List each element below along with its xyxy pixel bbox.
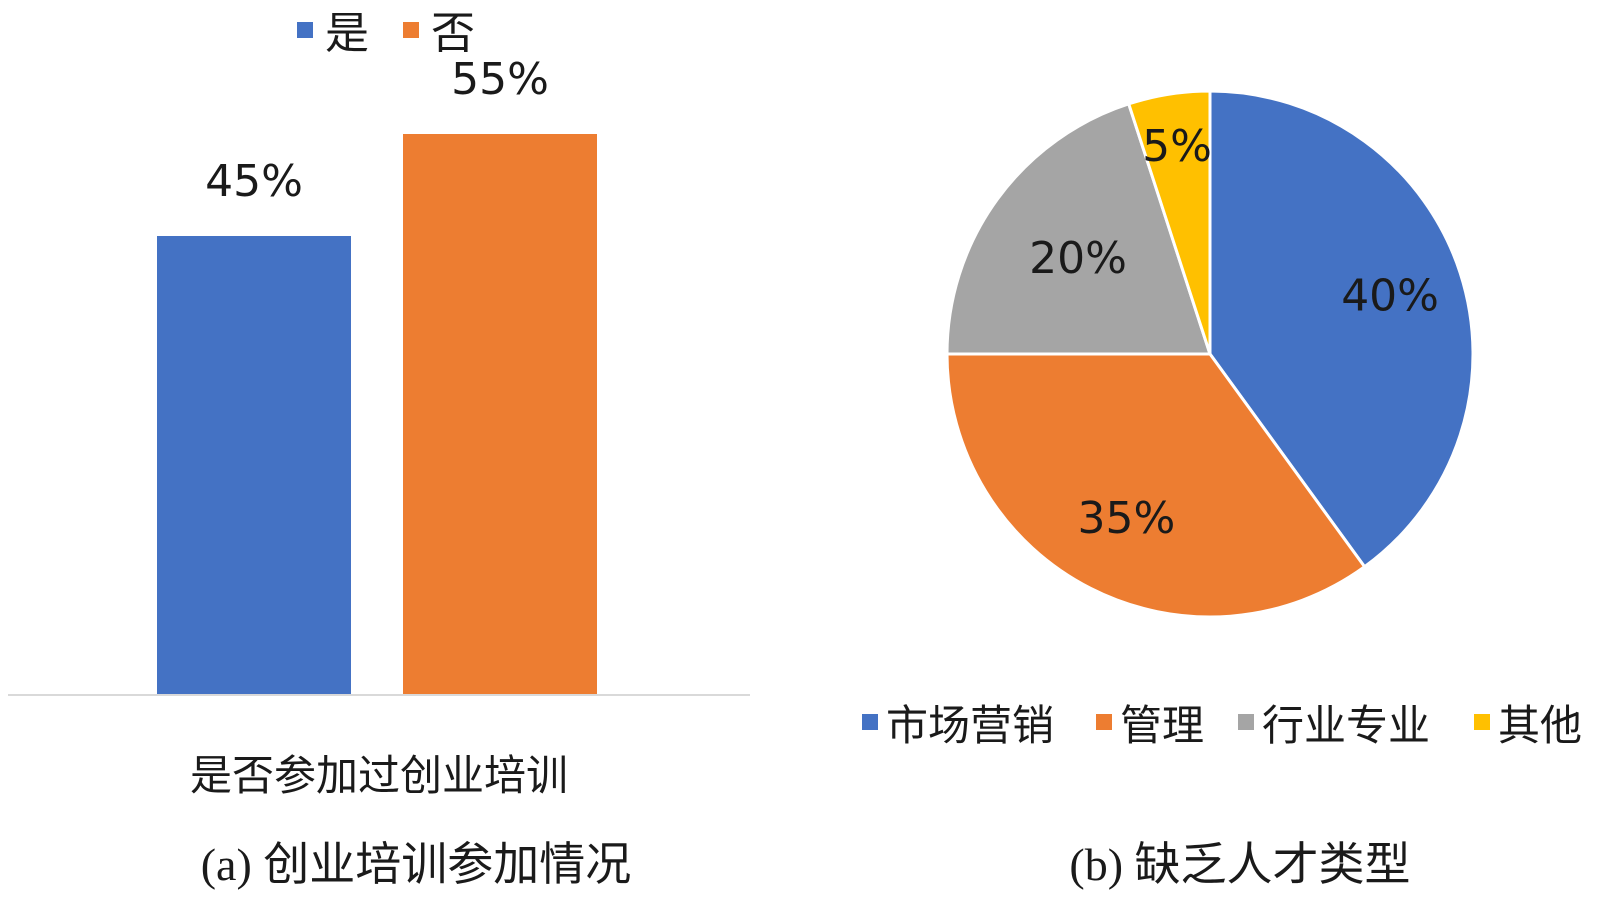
pie-slice	[945, 101, 1213, 356]
pie-chart-panel: 40% 35% 20% 5% 市场营销 管理 行业专业 其他 (b) 缺乏人才类型	[862, 89, 1582, 890]
legend-label: 行业专业	[1262, 701, 1430, 750]
legend-label: 其他	[1498, 701, 1582, 750]
pie-data-label: 5%	[1142, 121, 1212, 172]
pie-slice	[1208, 89, 1475, 569]
pie-data-label: 20%	[1029, 233, 1127, 284]
bar-chart-caption: (a) 创业培训参加情况	[201, 839, 632, 890]
bar-no	[403, 134, 597, 695]
legend-swatch	[1096, 714, 1112, 730]
bar-data-label: 45%	[205, 156, 303, 207]
pie-chart-data-labels: 40% 35% 20% 5%	[1029, 121, 1439, 544]
legend-swatch	[1474, 714, 1490, 730]
legend-swatch	[1238, 714, 1254, 730]
pie-data-label: 40%	[1341, 270, 1439, 321]
pie-slice	[945, 352, 1367, 619]
legend-swatch	[862, 714, 878, 730]
legend-label: 市场营销	[886, 701, 1054, 750]
bar-yes	[157, 236, 351, 695]
bar-chart-legend: 是否	[297, 8, 475, 59]
pie-data-label: 35%	[1078, 493, 1176, 544]
pie-chart-legend: 市场营销 管理 行业专业 其他	[862, 701, 1582, 750]
legend-label: 管理	[1120, 701, 1204, 750]
pie-chart-caption: (b) 缺乏人才类型	[1069, 839, 1410, 890]
bar-chart-data-labels: 45% 55%	[205, 54, 549, 207]
legend-label: 是	[325, 8, 369, 59]
bar-chart-bars	[157, 134, 597, 695]
legend-label: 否	[431, 8, 475, 59]
legend-swatch	[297, 22, 313, 38]
pie-chart-slices	[945, 89, 1475, 619]
bar-chart-category-label: 是否参加过创业培训	[190, 751, 568, 800]
bar-chart-panel: 是否 45%55% 是否参加过创业培训 (a) 创业培训参加情况	[8, 8, 750, 890]
pie-slice	[1126, 89, 1212, 355]
legend-swatch	[403, 22, 419, 38]
bar-data-label: 55%	[451, 54, 549, 105]
